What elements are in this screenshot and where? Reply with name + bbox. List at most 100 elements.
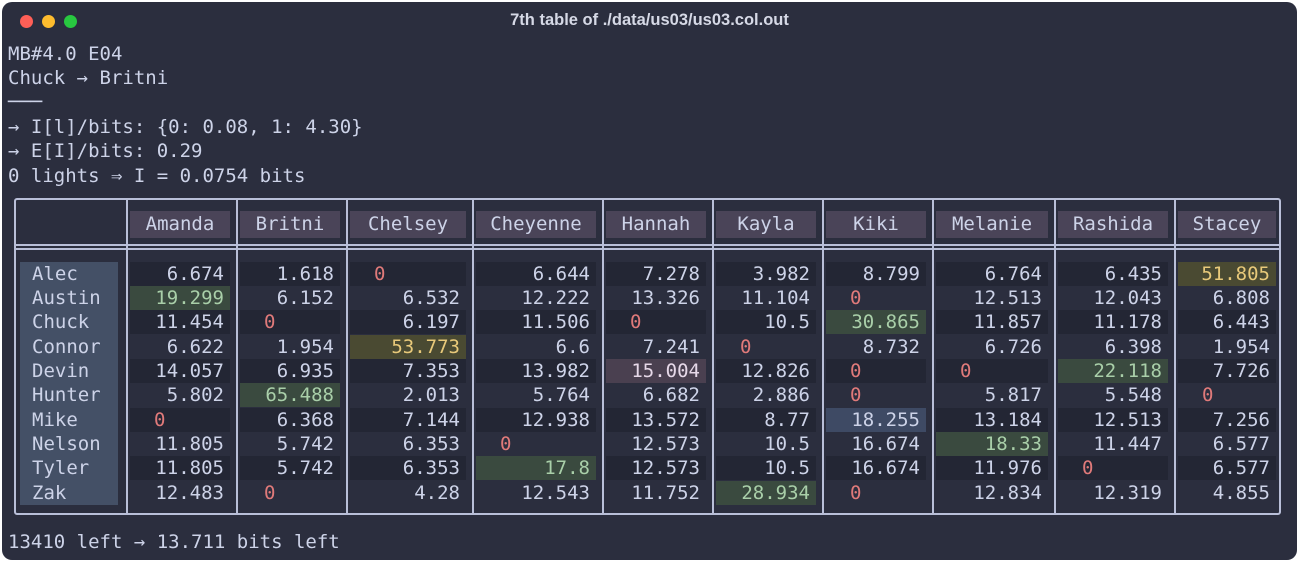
- table-cell: 15.004: [606, 359, 706, 383]
- table-cell: 0: [850, 287, 862, 309]
- table-cell: 4.28: [414, 482, 460, 504]
- table-cell: 5.742: [240, 456, 340, 480]
- row-label: Austin: [32, 287, 101, 309]
- column-header: Amanda: [130, 211, 230, 238]
- header-line-3: ───: [8, 91, 43, 113]
- table-cell: 11.805: [130, 456, 230, 480]
- table-cell: 11.805: [155, 433, 224, 455]
- column-divider: [602, 200, 604, 513]
- row-label: Hunter: [32, 384, 101, 406]
- table-cell: 7.278: [606, 262, 706, 286]
- table-cell: 6.808: [1212, 287, 1270, 309]
- table-cell: 0: [1058, 456, 1168, 480]
- table-cell: 12.513: [1058, 408, 1168, 432]
- table-cell: 5.548: [1104, 384, 1162, 406]
- table-cell: 13.982: [476, 359, 596, 383]
- table-cell: 12.826: [716, 359, 816, 383]
- table-cell: 13.326: [631, 287, 700, 309]
- header-line-6: 0 lights ⇒ I = 0.0754 bits: [8, 165, 306, 187]
- table-cell: 22.118: [1058, 359, 1168, 383]
- table-cell: 12.222: [521, 287, 590, 309]
- table-cell: 6.935: [240, 359, 340, 383]
- column-divider: [822, 200, 824, 513]
- table-cell: 11.857: [936, 310, 1048, 334]
- table-cell: 0: [850, 482, 862, 504]
- table-cell: 6.152: [276, 287, 334, 309]
- column-header: Britni: [240, 211, 340, 238]
- table-cell: 17.8: [476, 456, 596, 480]
- table-cell: 11.178: [1058, 310, 1168, 334]
- table-cell: 28.934: [716, 481, 816, 505]
- row-label-column: [20, 262, 118, 505]
- probability-table: [14, 198, 1281, 515]
- column-header: Stacey: [1178, 211, 1276, 238]
- zoom-button[interactable]: [64, 15, 77, 28]
- header-line-1: MB#4.0 E04: [8, 43, 123, 65]
- row-label: Chuck: [32, 311, 90, 333]
- table-cell: 11.752: [631, 482, 700, 504]
- header-line-4: → I[l]/bits: {0: 0.08, 1: 4.30}: [8, 116, 363, 138]
- table-cell: 6.398: [1104, 336, 1162, 358]
- table-cell: 10.5: [716, 310, 816, 334]
- column-header: Chelsey: [350, 211, 466, 238]
- table-cell: 51.805: [1178, 262, 1276, 286]
- table-cell: 8.77: [716, 408, 816, 432]
- table-cell: 11.506: [476, 310, 596, 334]
- table-cell: 5.764: [532, 384, 590, 406]
- table-cell: 18.33: [936, 432, 1048, 456]
- table-cell: 1.618: [240, 262, 340, 286]
- column-divider: [472, 200, 474, 513]
- table-cell: 0: [240, 310, 340, 334]
- column-divider: [932, 200, 934, 513]
- table-cell: 11.976: [936, 456, 1048, 480]
- table-cell: 53.773: [350, 335, 466, 359]
- table-cell: 6.443: [1178, 310, 1276, 334]
- table-cell: 6.674: [130, 262, 230, 286]
- table-cell: 1.954: [1212, 336, 1270, 358]
- table-cell: 6.644: [476, 262, 596, 286]
- table-cell: 10.5: [716, 456, 816, 480]
- table-cell: 11.104: [741, 287, 810, 309]
- table-cell: 10.5: [764, 433, 810, 455]
- title-bar: 7th table of ./data/us03/us03.col.out: [2, 2, 1297, 40]
- table-cell: 12.573: [606, 456, 706, 480]
- table-cell: 13.184: [936, 408, 1048, 432]
- table-cell: 7.256: [1178, 408, 1276, 432]
- column-divider: [1174, 200, 1176, 513]
- window-title: 7th table of ./data/us03/us03.col.out: [510, 11, 789, 29]
- column-divider: [236, 200, 238, 513]
- close-button[interactable]: [20, 15, 33, 28]
- table-cell: 12.834: [973, 482, 1042, 504]
- table-cell: 1.954: [276, 336, 334, 358]
- table-cell: 0: [740, 336, 752, 358]
- header-divider: [16, 244, 1279, 246]
- table-cell: 6.532: [402, 287, 460, 309]
- table-cell: 4.855: [1212, 482, 1270, 504]
- row-label: Connor: [32, 336, 101, 358]
- table-cell: 6.764: [936, 262, 1048, 286]
- minimize-button[interactable]: [42, 15, 55, 28]
- column-header: Cheyenne: [476, 211, 596, 238]
- row-label: Alec: [32, 263, 78, 285]
- header-line-5: → E[I]/bits: 0.29: [8, 140, 203, 162]
- table-cell: 2.886: [752, 384, 810, 406]
- table-cell: 3.982: [716, 262, 816, 286]
- table-cell: 12.938: [476, 408, 596, 432]
- table-cell: 65.488: [240, 383, 340, 407]
- header-divider: [16, 248, 1279, 250]
- header-line-2: Chuck → Britni: [8, 67, 169, 89]
- table-cell: 5.802: [166, 384, 224, 406]
- table-cell: 6.622: [166, 336, 224, 358]
- table-cell: 6.368: [240, 408, 340, 432]
- table-cell: 6.577: [1178, 456, 1276, 480]
- table-cell: 8.799: [826, 262, 926, 286]
- table-cell: 6.353: [350, 456, 466, 480]
- table-cell: 30.865: [826, 310, 926, 334]
- table-cell: 6.435: [1058, 262, 1168, 286]
- table-cell: 0: [936, 359, 1048, 383]
- column-header: Hannah: [606, 211, 706, 238]
- table-cell: 0: [606, 310, 706, 334]
- column-divider: [1054, 200, 1056, 513]
- table-cell: 18.255: [826, 408, 926, 432]
- table-cell: 0: [826, 359, 926, 383]
